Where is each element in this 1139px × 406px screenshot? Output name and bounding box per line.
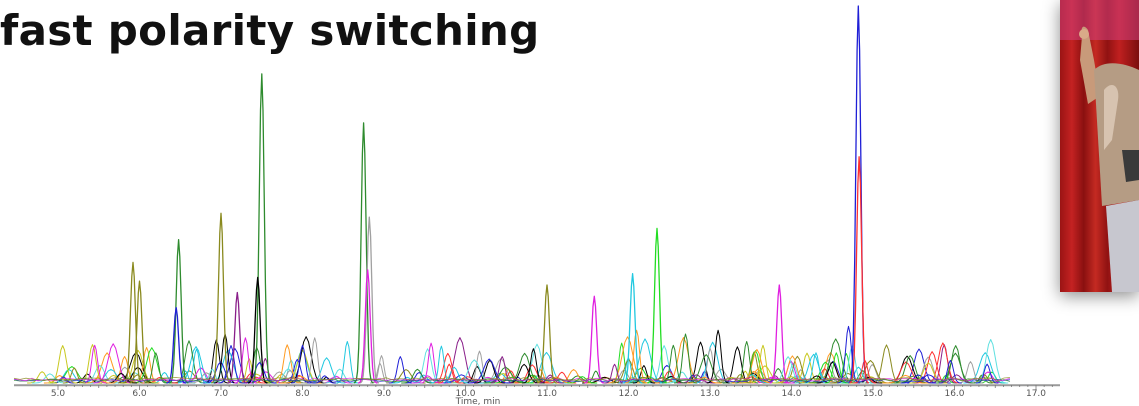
chromatogram-traces — [13, 5, 1011, 384]
peak-trace — [32, 373, 68, 384]
peak-trace — [173, 340, 205, 384]
speaker-photo — [1060, 0, 1139, 292]
peak-trace — [732, 370, 776, 384]
peak-trace — [48, 345, 78, 384]
major-peak — [353, 122, 374, 384]
peak-trace — [567, 376, 598, 384]
peak-trace — [625, 329, 649, 384]
x-tick-label: 12.0 — [618, 389, 638, 399]
peak-trace — [92, 343, 134, 384]
major-peak — [129, 280, 150, 384]
x-tick-label: 8.0 — [295, 389, 310, 399]
major-peak — [647, 227, 667, 384]
peak-trace — [891, 355, 929, 384]
peak-trace — [110, 356, 139, 384]
x-tick-label: 13.0 — [700, 389, 720, 399]
peak-trace — [207, 349, 249, 384]
peak-trace — [144, 352, 168, 384]
major-peak — [211, 212, 231, 384]
peak-trace — [437, 363, 461, 384]
x-tick-label: 14.0 — [781, 389, 801, 399]
x-tick-label: 6.0 — [132, 389, 147, 399]
peak-trace — [255, 358, 276, 384]
peak-trace — [85, 376, 112, 384]
peak-trace — [483, 366, 528, 384]
peak-trace — [975, 363, 999, 384]
peak-trace — [312, 375, 337, 384]
peak-trace — [218, 345, 244, 384]
baseline-trace — [13, 377, 1011, 382]
x-tick-label: 17.0 — [1026, 389, 1046, 399]
peak-trace — [963, 352, 1008, 384]
x-tick-label: 9.0 — [377, 389, 392, 399]
slide-title: fast polarity switching — [0, 6, 540, 55]
peak-trace — [773, 376, 809, 384]
x-tick-label: 11.0 — [537, 389, 557, 399]
major-peak — [227, 291, 248, 384]
x-axis — [14, 384, 1060, 390]
x-tick-label: 15.0 — [863, 389, 883, 399]
x-axis-title: Time, min — [455, 397, 501, 406]
peak-trace — [335, 341, 359, 384]
peak-trace — [431, 345, 452, 384]
peak-trace — [401, 368, 434, 384]
peak-trace — [524, 351, 569, 384]
peak-trace — [506, 363, 542, 384]
major-peak — [584, 295, 605, 384]
baseline-trace — [13, 378, 1011, 382]
peak-trace — [831, 376, 856, 384]
peak-trace — [939, 359, 962, 384]
peak-trace — [432, 352, 464, 384]
peak-trace — [518, 343, 556, 384]
peak-trace — [131, 347, 172, 384]
peak-trace — [632, 365, 655, 384]
peak-trace — [438, 366, 470, 384]
peak-trace — [467, 358, 511, 384]
peak-trace — [62, 367, 86, 384]
peak-trace — [388, 356, 412, 384]
peak-trace — [706, 329, 730, 384]
axis-labels: 5.0 6.0 7.0 8.0 9.0 10.0 11.0 12.0 13.0 14.0 15.0 1… — [51, 389, 1046, 406]
peak-trace — [900, 374, 937, 384]
chromatogram-chart: 5.0 6.0 7.0 8.0 9.0 10.0 11.0 12.0 13.0 14.0 15.0 1… — [13, 5, 1060, 406]
peak-trace — [604, 363, 625, 384]
peak-trace — [452, 359, 496, 384]
x-tick-label: 7.0 — [214, 389, 229, 399]
peak-trace — [536, 374, 564, 384]
peak-trace — [973, 339, 1009, 384]
peak-trace — [420, 342, 442, 384]
speaker-photo-image — [1060, 0, 1139, 292]
peak-trace — [882, 374, 929, 384]
peak-trace — [684, 354, 728, 384]
x-tick-label: 10.0 — [455, 389, 475, 399]
peak-trace — [804, 352, 828, 384]
peak-trace — [698, 348, 722, 384]
peak-trace — [909, 362, 948, 384]
major-peak — [769, 284, 790, 384]
major-peak — [848, 5, 869, 384]
baseline-trace — [13, 377, 1011, 381]
peak-trace — [490, 356, 514, 384]
peak-trace — [522, 348, 545, 384]
peak-trace — [824, 352, 848, 384]
peak-trace — [686, 376, 722, 384]
peak-trace — [322, 368, 357, 384]
peak-trace — [674, 333, 698, 384]
peak-trace — [606, 336, 650, 384]
x-tick-label: 16.0 — [944, 389, 964, 399]
peak-trace — [661, 344, 685, 384]
peak-trace — [203, 361, 238, 384]
peak-trace — [273, 344, 302, 384]
major-peak — [247, 276, 268, 384]
major-peak — [849, 156, 870, 384]
peak-trace — [899, 348, 939, 384]
major-peak — [251, 73, 272, 384]
peak-trace — [925, 342, 961, 384]
x-tick-label: 5.0 — [51, 389, 66, 399]
peak-trace — [837, 325, 861, 384]
major-peak — [359, 216, 380, 384]
